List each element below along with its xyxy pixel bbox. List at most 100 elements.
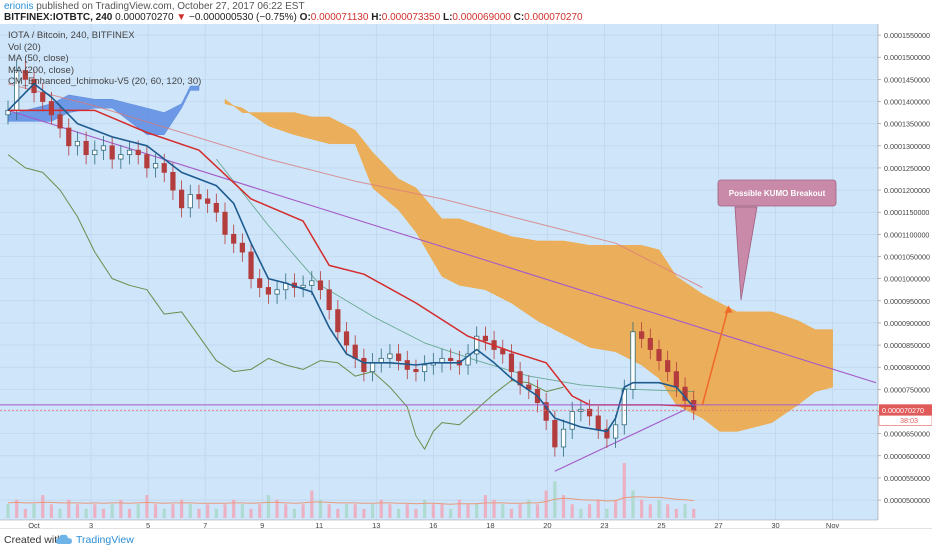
candle-body [300, 284, 306, 288]
price-tick-label: 0.0000500000 [884, 496, 930, 505]
time-tick-label: 13 [372, 521, 380, 528]
volume-bar [284, 504, 288, 518]
volume-bar [587, 504, 592, 518]
candle-body [196, 194, 202, 200]
volume-bar [614, 499, 618, 518]
last-price: 0.000070270 [115, 12, 174, 23]
candle-body [40, 92, 46, 102]
volume-bar [657, 499, 661, 518]
candle-body [213, 202, 219, 213]
volume-bar [492, 499, 496, 518]
price-tick-label: 0.0000750000 [884, 385, 930, 394]
volume-bar [249, 508, 253, 518]
callout-pointer [734, 206, 758, 301]
price-tick-label: 0.0000800000 [884, 363, 930, 372]
publish-line: erionis published on TradingView.com, Oc… [4, 1, 305, 12]
candle-body [508, 353, 515, 373]
volume-bar [145, 495, 149, 518]
volume-bar [214, 508, 218, 518]
volume-bar [631, 490, 635, 518]
volume-bar [370, 504, 375, 518]
volume-bar [171, 504, 175, 518]
kumo-cloud-bearish [224, 98, 833, 432]
price-tick-label: 0.0001000000 [884, 275, 930, 284]
last-price-tag [879, 404, 932, 416]
candle-body [161, 163, 167, 173]
legend-vol[interactable]: Vol (20) [8, 41, 41, 53]
price-tick-label: 0.0000550000 [884, 474, 930, 483]
footer: Created with TradingView [0, 528, 932, 551]
candle-body [647, 338, 653, 350]
legend-ichimoku[interactable]: CM_Enhanced_Ichimoku-V5 (20, 60, 120, 30… [8, 76, 202, 87]
volume-bar [318, 499, 323, 518]
tradingview-brand[interactable]: TradingView [76, 534, 134, 546]
close-value: 0.000070270 [524, 12, 583, 23]
candle-body [144, 154, 150, 169]
volume-bar [449, 508, 453, 518]
volume-bar [67, 499, 71, 518]
low-value: 0.000069000 [452, 12, 511, 23]
candle-body [92, 149, 98, 156]
candle-body [352, 344, 358, 359]
volume-bar [405, 504, 409, 518]
volume-bar [648, 504, 652, 518]
ma200-line [7, 83, 703, 288]
author-link[interactable]: erionis [4, 1, 34, 12]
volume-bar [6, 504, 10, 518]
candle-body [335, 309, 341, 333]
volume-bar [162, 508, 166, 518]
legend-ma50[interactable]: MA (50, close) [8, 53, 69, 64]
volume-ma-line [7, 496, 694, 505]
candle-body [57, 114, 63, 129]
candle-body [413, 369, 419, 373]
candle-body [422, 364, 428, 373]
volume-bar [483, 495, 487, 518]
price-tick-label: 0.0001350000 [884, 120, 930, 129]
publish-info: published on TradingView.com, October 27… [36, 1, 305, 12]
candle-body [560, 428, 567, 448]
candle-body [205, 198, 211, 204]
created-with-label: Created with [4, 534, 63, 546]
volume-bar [110, 504, 114, 518]
price-change: −0.000000530 (−0.75%) [189, 12, 297, 23]
price-chart[interactable]: Possible KUMO Breakout0.00015500000.0001… [0, 24, 932, 528]
price-tick-label: 0.0001150000 [884, 208, 929, 217]
candle-body [656, 349, 662, 361]
candle-body [387, 353, 393, 359]
volume-bar [266, 495, 270, 518]
volume-bar [440, 504, 444, 518]
volume-bar [240, 504, 244, 518]
tradingview-cloud-icon [56, 534, 72, 544]
candle-body [639, 331, 645, 339]
volume-bar [466, 504, 470, 518]
candle-body [222, 211, 228, 235]
time-axis-background [0, 520, 878, 528]
volume-bar [15, 499, 19, 518]
candle-body [552, 419, 558, 448]
volume-bar [431, 504, 435, 518]
candle-body [309, 280, 315, 286]
price-tick-label: 0.0001550000 [884, 31, 930, 40]
price-tick-label: 0.0000950000 [884, 297, 930, 306]
volume-bar [414, 508, 418, 518]
volume-bar [501, 504, 505, 518]
candle-body [109, 145, 115, 160]
price-tick-label: 0.0000650000 [884, 430, 930, 439]
volume-bar [93, 504, 97, 518]
breakout-arrow [701, 307, 730, 406]
plot-background [0, 24, 878, 520]
symbol-label: BITFINEX:IOTBTC, 240 [4, 12, 113, 23]
volume-bar [223, 504, 227, 518]
candle-body [170, 171, 176, 191]
volume-bar [23, 508, 27, 518]
volume-bar [49, 504, 53, 518]
legend-ma200[interactable]: MA (200, close) [8, 64, 74, 76]
candle-body [248, 251, 254, 280]
volume-bar [579, 508, 583, 518]
candle-body [152, 163, 159, 169]
time-tick-label: 11 [315, 521, 323, 528]
candle-body [595, 415, 601, 430]
price-tick-label: 0.0001500000 [884, 53, 930, 62]
candle-body [613, 424, 619, 439]
volume-bar [509, 508, 514, 518]
